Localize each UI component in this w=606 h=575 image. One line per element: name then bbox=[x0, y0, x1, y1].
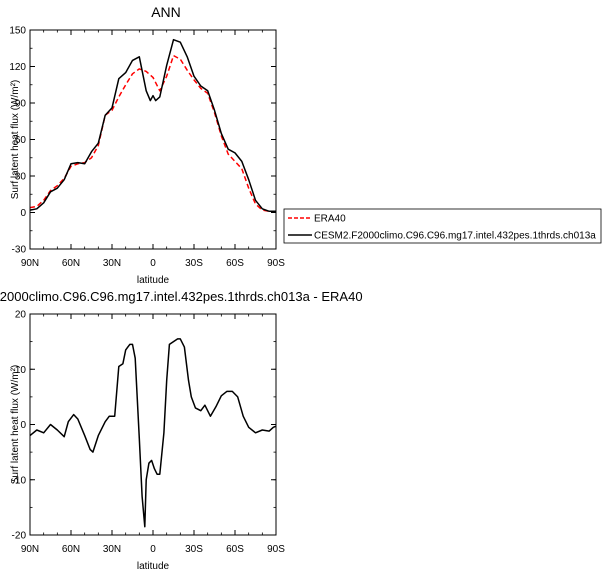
top-y-tick-label: 120 bbox=[9, 62, 26, 73]
top-plot-frame bbox=[29, 29, 277, 250]
top-y-tick-label: 150 bbox=[9, 26, 26, 37]
top-y-tick-label: 90 bbox=[15, 99, 27, 110]
top-x-tick-label: 30S bbox=[185, 258, 203, 269]
bottom-y-tick-label: 20 bbox=[15, 310, 27, 321]
bottom-x-tick-label: 30S bbox=[185, 544, 203, 555]
top-y-tick-label: -30 bbox=[12, 245, 27, 256]
legend: ERA40 CESM2.F2000climo.C96.C96.mg17.inte… bbox=[283, 208, 602, 244]
chart-bottom: CESM2.F2000climo.C96.C96.mg17.intel.432p… bbox=[0, 289, 363, 572]
bottom-x-axis-label: latitude bbox=[137, 561, 170, 572]
bottom-x-tick-label: 30N bbox=[103, 544, 121, 555]
legend-label-cesm2: CESM2.F2000climo.C96.C96.mg17.intel.432p… bbox=[314, 231, 596, 242]
top-x-tick-label: 0 bbox=[150, 258, 156, 269]
top-y-tick-label: 60 bbox=[15, 135, 27, 146]
bottom-y-tick-label: 0 bbox=[20, 420, 26, 431]
top-chart-title: ANN bbox=[151, 4, 181, 20]
top-series-line-era40 bbox=[29, 54, 276, 213]
bottom-y-tick-label: 10 bbox=[15, 365, 27, 376]
bottom-y-tick-label: -10 bbox=[12, 475, 27, 486]
bottom-y-tick-label: -20 bbox=[12, 531, 27, 542]
top-x-tick-label: 90S bbox=[267, 258, 285, 269]
bottom-x-tick-label: 90N bbox=[21, 544, 39, 555]
top-x-tick-label: 60N bbox=[62, 258, 80, 269]
top-plot-area: -30 0 30 60 90 120 150 90N 60N 30N 0 30S 60S 90S bbox=[9, 26, 285, 270]
legend-box bbox=[283, 208, 602, 244]
top-x-tick-label: 90N bbox=[21, 258, 39, 269]
legend-label-era40: ERA40 bbox=[314, 214, 346, 225]
bottom-plot-area: -20 -10 0 10 20 90N 60N 30N 0 30S 60S 90S bbox=[12, 310, 286, 556]
top-y-axis-label: Surf latent heat flux (W/m²) bbox=[10, 80, 21, 199]
bottom-x-tick-label: 90S bbox=[267, 544, 285, 555]
top-x-axis-label: latitude bbox=[137, 275, 170, 286]
bottom-x-tick-label: 0 bbox=[150, 544, 156, 555]
top-series-line-cesm2 bbox=[29, 38, 276, 213]
top-y-tick-label: 0 bbox=[20, 208, 26, 219]
top-x-tick-label: 30N bbox=[103, 258, 121, 269]
bottom-chart-title: CESM2.F2000climo.C96.C96.mg17.intel.432p… bbox=[0, 289, 363, 304]
top-x-tick-label: 60S bbox=[226, 258, 244, 269]
top-y-tick-label: 30 bbox=[15, 172, 27, 183]
bottom-plot-frame bbox=[29, 313, 277, 536]
bottom-y-axis-label: Surf latent heat flux (W/m²) bbox=[10, 365, 21, 484]
bottom-x-tick-label: 60N bbox=[62, 544, 80, 555]
bottom-series-line-difference bbox=[29, 338, 277, 528]
bottom-x-tick-label: 60S bbox=[226, 544, 244, 555]
